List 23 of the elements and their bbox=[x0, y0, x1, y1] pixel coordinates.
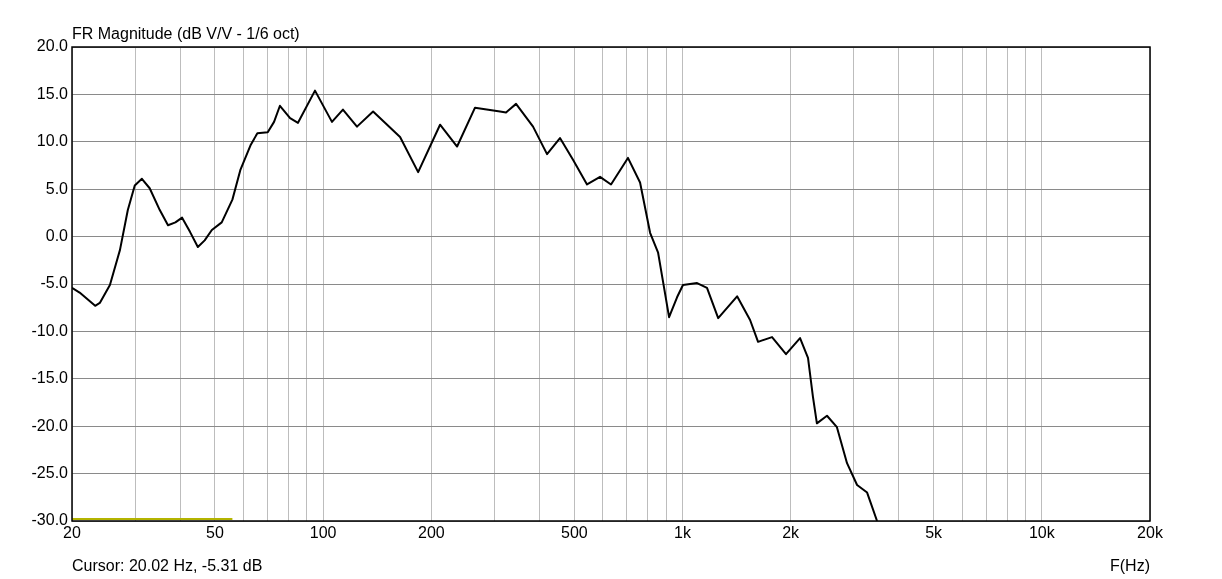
x-axis-title: F(Hz) bbox=[1110, 557, 1150, 574]
y-tick-label: 15.0 bbox=[36, 84, 69, 102]
y-tick-label: 10.0 bbox=[36, 132, 69, 150]
x-tick-label: 2k bbox=[782, 524, 801, 542]
y-tick-label: -20.0 bbox=[31, 416, 69, 434]
y-tick-label: -25.0 bbox=[31, 464, 69, 482]
x-tick-label: 20k bbox=[1137, 524, 1164, 542]
y-tick-label: -5.0 bbox=[40, 274, 69, 292]
y-tick-label: -15.0 bbox=[31, 369, 69, 387]
x-tick-label: 500 bbox=[560, 524, 588, 542]
x-tick-label: 100 bbox=[309, 524, 337, 542]
x-tick-label: 50 bbox=[206, 524, 224, 542]
x-tick-label: 200 bbox=[417, 524, 445, 542]
y-tick-label: 0.0 bbox=[45, 227, 69, 245]
x-tick-label: 10k bbox=[1028, 524, 1056, 542]
x-tick-label: 20 bbox=[63, 524, 81, 542]
x-tick-label: 5k bbox=[925, 524, 944, 542]
chart-title: FR Magnitude (dB V/V - 1/6 oct) bbox=[72, 25, 300, 42]
y-tick-label: 20.0 bbox=[36, 37, 69, 55]
y-tick-label: 5.0 bbox=[45, 179, 69, 197]
x-tick-label: 1k bbox=[674, 524, 692, 542]
y-tick-label: -10.0 bbox=[31, 321, 69, 339]
text: Cursor: 20.02 Hz, -5.31 dB bbox=[72, 557, 263, 574]
